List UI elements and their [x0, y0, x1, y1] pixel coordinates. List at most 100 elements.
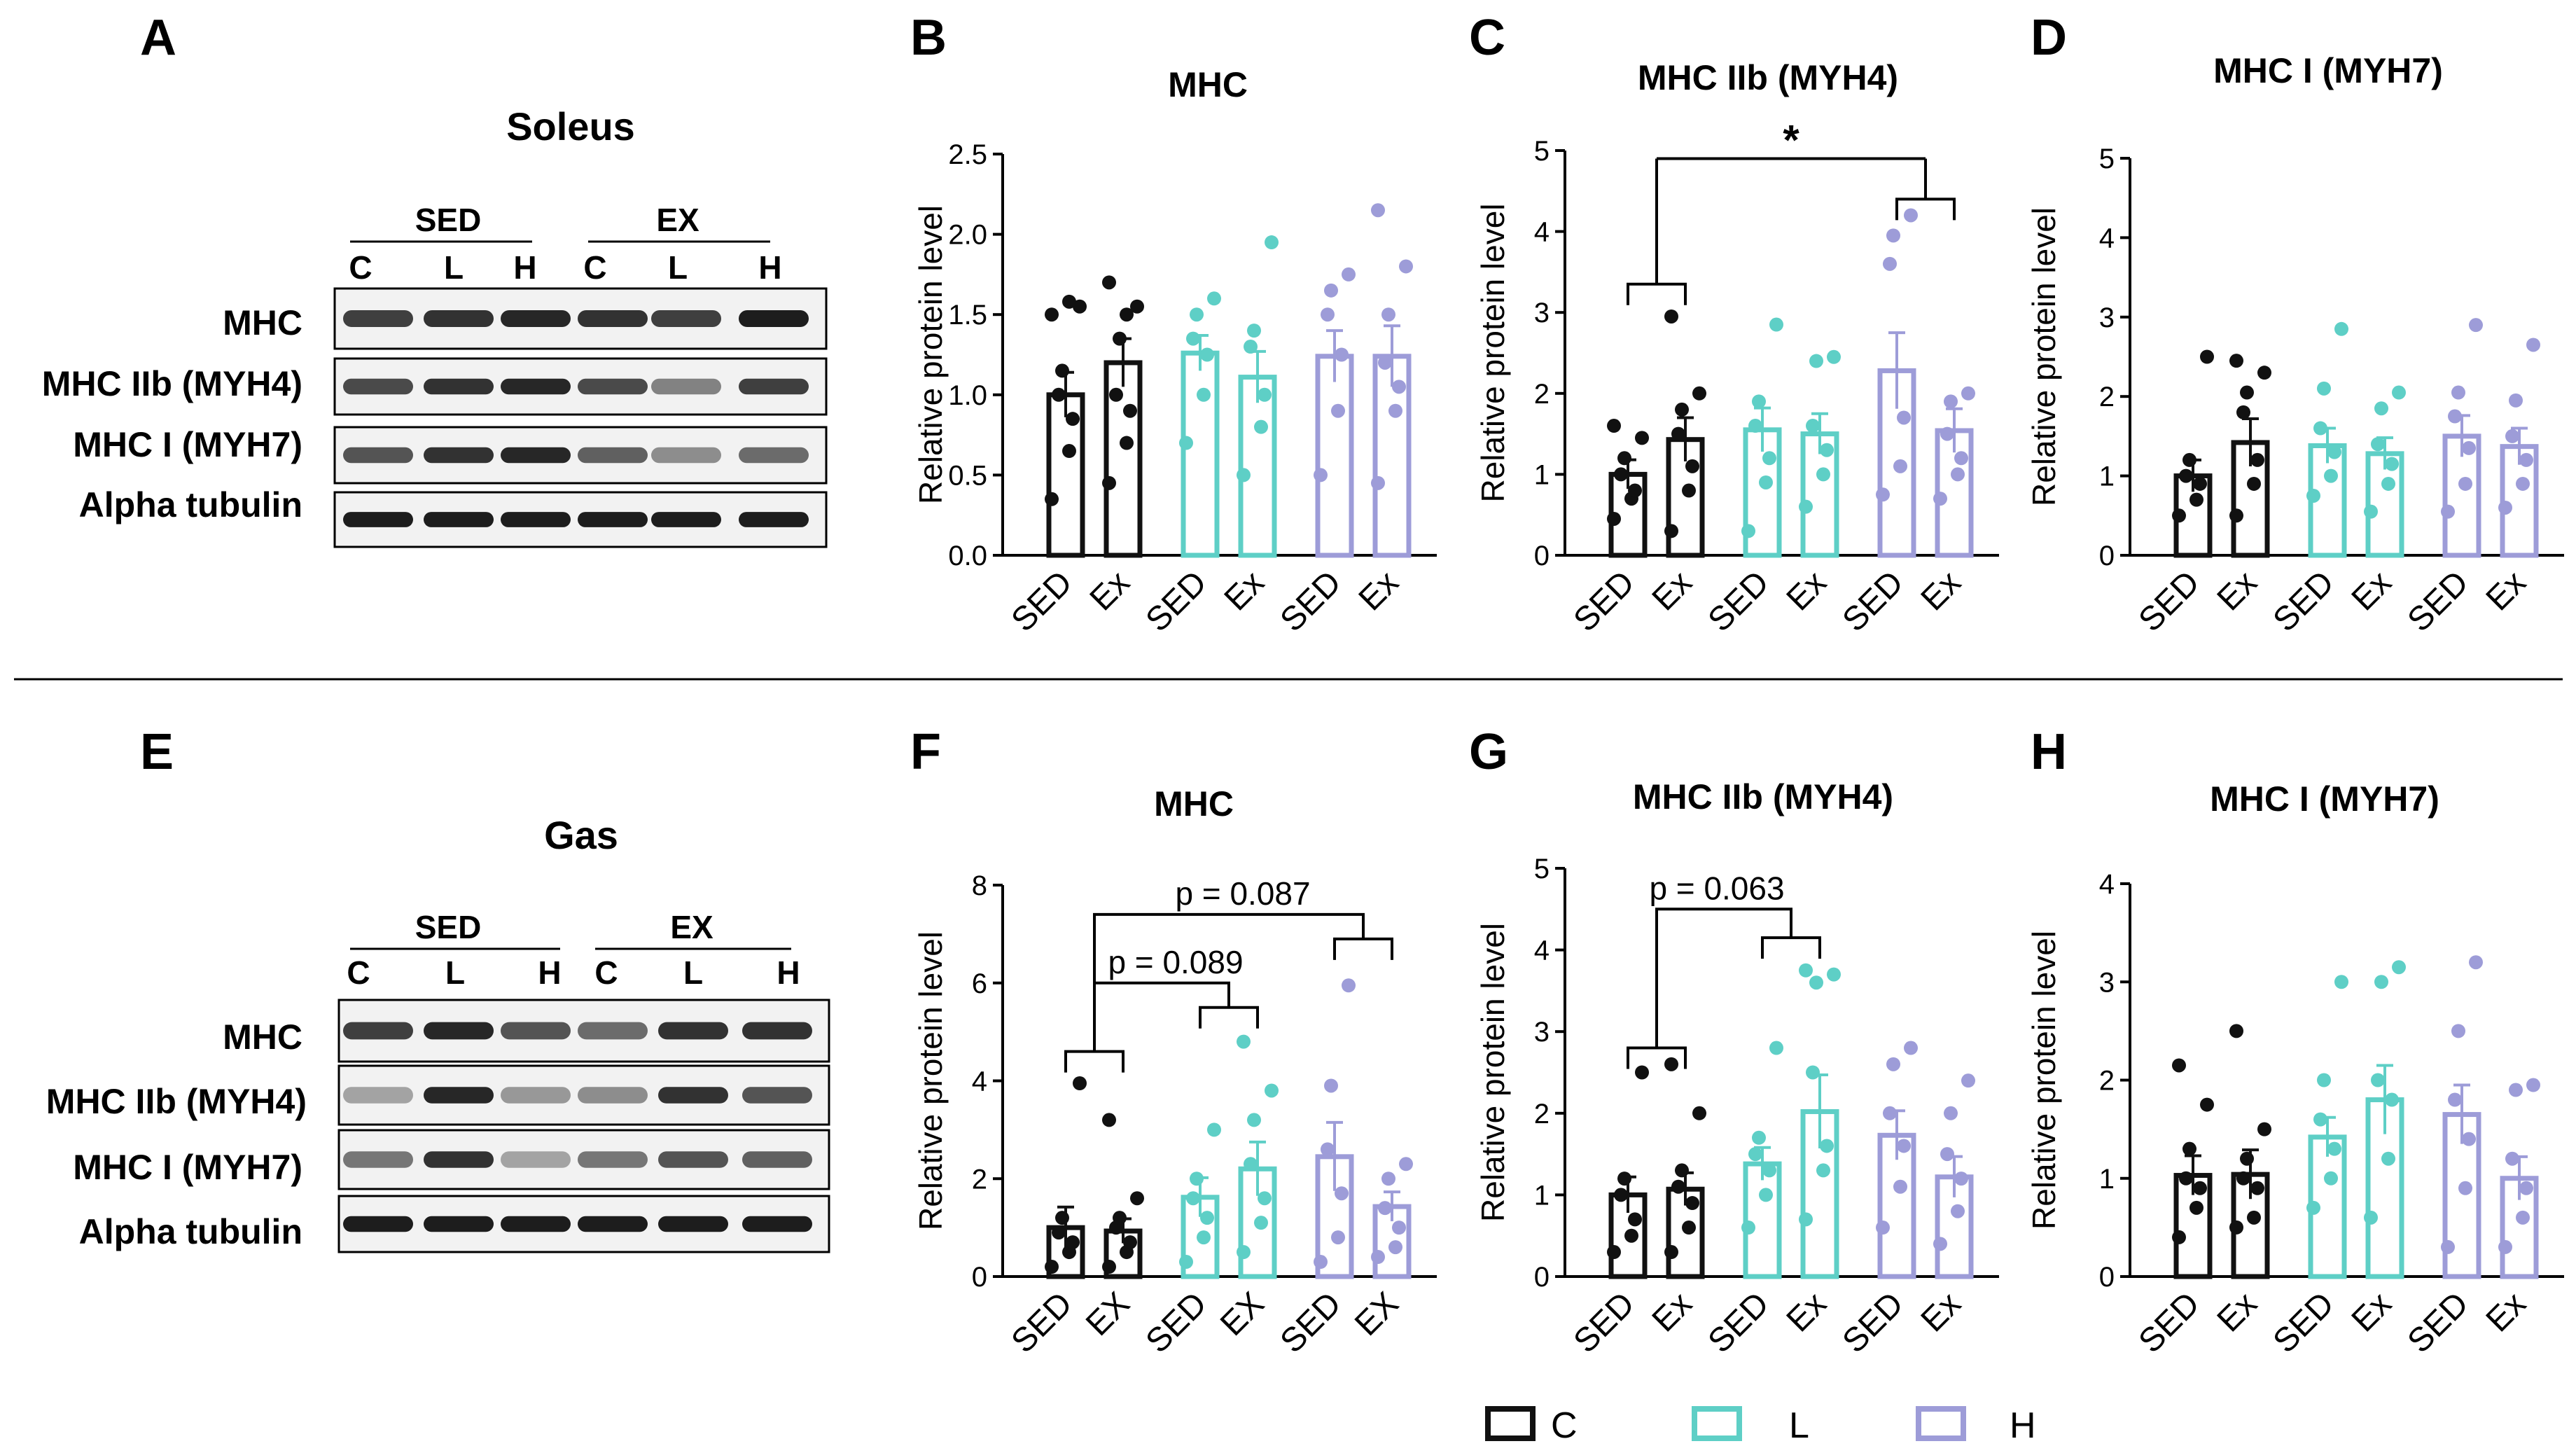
data-point	[1933, 492, 1947, 506]
data-point	[1045, 1260, 1059, 1274]
blot-band	[658, 1151, 728, 1168]
y-tick-label: 1	[1534, 459, 1550, 490]
x-tick-label: SED	[1005, 1285, 1080, 1360]
y-tick-label: 2	[972, 1164, 987, 1195]
blot-band	[658, 1022, 728, 1040]
panel-label-a: A	[140, 10, 176, 66]
x-tick-label: Ex	[2479, 1285, 2533, 1339]
data-point	[1399, 259, 1413, 274]
data-point	[2236, 405, 2250, 419]
data-point	[1820, 1139, 1834, 1153]
blot-band	[343, 378, 413, 395]
y-tick-label: 2	[2099, 382, 2115, 412]
chart-h-myh7-gas: MHC I (MYH7) Relative protein level 0 1 2 3 4 S…	[2026, 779, 2564, 1361]
data-point	[2364, 1210, 2378, 1225]
data-point	[1130, 1191, 1144, 1206]
blot-band	[501, 1216, 571, 1232]
blot-row-label: MHC IIb (MYH4)	[42, 364, 302, 403]
x-tick-label: SED	[1701, 564, 1776, 639]
x-tick-label: Ex	[1780, 564, 1834, 618]
blot-band	[424, 378, 494, 395]
x-tick-label: SED	[1274, 1285, 1349, 1360]
data-point	[1331, 403, 1345, 418]
blot-band	[343, 310, 413, 328]
significance-bracket	[1655, 908, 1792, 1048]
blot-band	[578, 310, 648, 328]
blot-band	[501, 378, 571, 395]
data-point	[1904, 208, 1918, 223]
data-point	[1331, 1230, 1345, 1245]
data-point	[1045, 492, 1059, 506]
data-point	[2451, 1024, 2465, 1038]
data-point	[1624, 1228, 1638, 1243]
data-point	[2240, 385, 2254, 400]
y-axis-label: Relative protein level	[2026, 931, 2062, 1230]
data-point	[2385, 1092, 2399, 1107]
data-point	[2469, 955, 2483, 970]
y-tick-label: 5	[1534, 136, 1550, 167]
y-tick-label: 3	[2099, 967, 2115, 998]
significance-bracket	[1333, 937, 1393, 960]
blot-band	[501, 310, 571, 328]
data-point	[1954, 1172, 1968, 1186]
blot-lane-label: L	[444, 249, 464, 286]
data-point	[2189, 1200, 2203, 1215]
data-point	[1614, 1188, 1628, 1202]
data-point	[1692, 386, 1706, 401]
data-point	[2469, 318, 2483, 333]
chart-c-myh4-soleus: MHC IIb (MYH4) Relative protein level 0 1 2 3…	[1475, 58, 1999, 639]
data-point	[1954, 451, 1968, 466]
data-point	[1685, 1196, 1699, 1211]
data-point	[1675, 402, 1689, 417]
data-point	[1378, 355, 1392, 370]
blot-band	[343, 1087, 413, 1104]
y-tick-label: 6	[972, 968, 987, 999]
x-tick-label: Ex	[1914, 1285, 1968, 1339]
data-point	[2462, 1132, 2476, 1146]
data-point	[1102, 1113, 1116, 1127]
blot-lane-label: C	[594, 954, 618, 991]
data-point	[2229, 1024, 2243, 1038]
blot-row-label: Alpha tubulin	[79, 485, 302, 524]
data-point	[1904, 1041, 1918, 1055]
data-point	[2334, 975, 2348, 989]
data-point	[1314, 1255, 1328, 1270]
x-tick-label: SED	[1274, 564, 1349, 639]
blot-lane-label: H	[538, 954, 561, 991]
p-value-annotation: p = 0.087	[1175, 875, 1310, 912]
data-point	[2509, 393, 2523, 408]
blot-band	[651, 310, 721, 328]
blot-row-label: MHC I (MYH7)	[73, 425, 302, 464]
y-tick-label: 0.5	[948, 460, 987, 491]
data-point	[1055, 363, 1069, 378]
blot-band	[424, 1151, 494, 1168]
data-point	[1752, 1130, 1766, 1145]
y-axis-label: Relative protein level	[1475, 203, 1511, 502]
data-point	[2313, 421, 2327, 436]
blot-row-label: Alpha tubulin	[79, 1212, 302, 1251]
y-tick-label: 5	[1534, 854, 1550, 884]
data-point	[1066, 1235, 1080, 1250]
blot-band	[578, 1151, 648, 1168]
legend-label-l: L	[1789, 1405, 1809, 1446]
data-point	[1324, 283, 1338, 298]
significance-bracket	[1064, 1050, 1125, 1073]
data-point	[2462, 440, 2476, 455]
data-point	[1179, 1255, 1193, 1270]
bar	[1238, 375, 1277, 558]
significance-bracket	[1093, 981, 1230, 1052]
data-point	[1335, 1186, 1349, 1201]
blot-row-label: MHC	[223, 1017, 302, 1057]
data-point	[1951, 1204, 1965, 1218]
y-axis-label: Relative protein level	[2026, 207, 2062, 506]
data-point	[1237, 1245, 1251, 1260]
data-point	[2526, 1078, 2540, 1092]
blot-panel-soleus: Soleus SED EX C L H C L H MHC MHC IIb (M…	[42, 104, 828, 548]
blot-band	[742, 1151, 812, 1168]
data-point	[1378, 1201, 1392, 1216]
x-tick-label: Ex	[2345, 1285, 2399, 1339]
x-tick-label: Ex	[2211, 1285, 2264, 1339]
data-point	[1237, 468, 1251, 482]
panel-label-c: C	[1469, 10, 1505, 66]
